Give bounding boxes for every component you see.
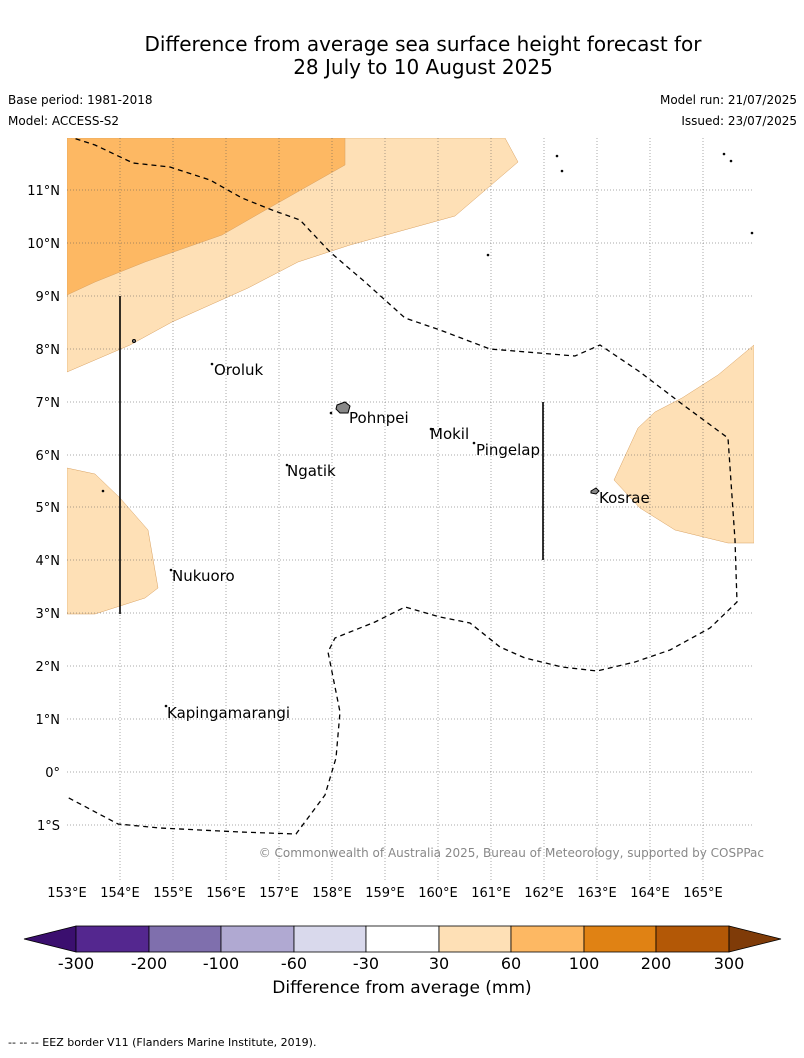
lat-tick: 6°N bbox=[36, 449, 61, 464]
lon-tick: 162°E bbox=[524, 886, 564, 901]
colorbar-segment bbox=[293, 925, 367, 953]
place-label-pohnpei: Pohnpei bbox=[349, 409, 409, 427]
longitude-labels: 153°E 154°E 155°E 156°E 157°E 158°E 159°… bbox=[47, 886, 723, 901]
lon-tick: 156°E bbox=[206, 886, 246, 901]
colorbar-segment bbox=[75, 925, 150, 953]
islet bbox=[210, 362, 214, 366]
lat-tick: 7°N bbox=[36, 396, 61, 411]
place-label-pingelap: Pingelap bbox=[476, 441, 540, 459]
place-label-oroluk: Oroluk bbox=[214, 361, 263, 379]
colorbar-segment bbox=[220, 925, 295, 953]
lon-tick: 154°E bbox=[100, 886, 140, 901]
lon-tick: 160°E bbox=[418, 886, 458, 901]
islet bbox=[486, 253, 490, 257]
lon-tick: 157°E bbox=[259, 886, 299, 901]
lat-tick: 1°N bbox=[36, 713, 61, 728]
model-run: Model run: 21/07/2025 bbox=[659, 93, 797, 107]
title-line-2: 28 July to 10 August 2025 bbox=[293, 55, 553, 79]
latitude-labels: 11°N 10°N 9°N 8°N 7°N 6°N 5°N 4°N 3°N 2°… bbox=[27, 184, 60, 834]
issued-date: Issued: 23/07/2025 bbox=[681, 114, 797, 128]
colorbar-extend-high bbox=[728, 925, 782, 953]
colorbar-tick: -300 bbox=[58, 954, 94, 973]
lon-tick: 165°E bbox=[683, 886, 723, 901]
lat-tick: 5°N bbox=[36, 501, 61, 516]
title-line-1: Difference from average sea surface heig… bbox=[144, 32, 702, 56]
lat-tick: 1°S bbox=[37, 819, 60, 834]
colorbar-tick: 100 bbox=[569, 954, 600, 973]
islet bbox=[722, 152, 726, 156]
lon-tick: 164°E bbox=[630, 886, 670, 901]
lon-tick: 163°E bbox=[577, 886, 617, 901]
kosrae-island bbox=[590, 487, 600, 495]
copyright-notice: © Commonwealth of Australia 2025, Bureau… bbox=[259, 846, 764, 860]
islet bbox=[101, 489, 105, 493]
lat-tick: 4°N bbox=[36, 554, 61, 569]
islet bbox=[729, 159, 733, 163]
colorbar-tick: -200 bbox=[131, 954, 167, 973]
colorbar-tick: -100 bbox=[203, 954, 239, 973]
anomaly-30-60-east bbox=[613, 344, 754, 544]
colorbar-tick: 300 bbox=[714, 954, 745, 973]
lat-tick: 0° bbox=[45, 766, 60, 781]
lon-tick: 159°E bbox=[365, 886, 405, 901]
lat-tick: 9°N bbox=[36, 290, 61, 305]
colorbar-ticks: -300 -200 -100 -60 -30 30 60 100 200 300 bbox=[58, 954, 744, 973]
lat-tick: 8°N bbox=[36, 343, 61, 358]
islet bbox=[329, 411, 333, 415]
place-label-ngatik: Ngatik bbox=[287, 462, 336, 480]
place-label-kapingamarangi: Kapingamarangi bbox=[167, 704, 290, 722]
anomaly-30-60-west bbox=[67, 467, 159, 615]
lat-tick: 10°N bbox=[27, 237, 60, 252]
lon-tick: 153°E bbox=[47, 886, 87, 901]
colorbar-segment bbox=[510, 925, 585, 953]
anomaly-60-100-north bbox=[67, 138, 346, 296]
colorbar-segment bbox=[655, 925, 730, 953]
islet bbox=[472, 441, 476, 445]
lon-tick: 155°E bbox=[153, 886, 193, 901]
colorbar-segment bbox=[148, 925, 222, 953]
colorbar bbox=[23, 925, 782, 953]
place-label-mokil: Mokil bbox=[430, 425, 469, 443]
colorbar-extend-low bbox=[23, 925, 77, 953]
pohnpei-island bbox=[335, 401, 351, 414]
base-period: Base period: 1981-2018 bbox=[8, 93, 153, 107]
place-label-nukuoro: Nukuoro bbox=[172, 567, 235, 585]
colorbar-tick: -60 bbox=[281, 954, 307, 973]
islet bbox=[169, 568, 173, 572]
place-labels: Oroluk Pohnpei Mokil Pingelap Ngatik Kos… bbox=[167, 361, 650, 722]
place-label-kosrae: Kosrae bbox=[599, 489, 650, 507]
lon-tick: 161°E bbox=[471, 886, 511, 901]
lat-tick: 3°N bbox=[36, 607, 61, 622]
colorbar-tick: 200 bbox=[641, 954, 672, 973]
colorbar-title: Difference from average (mm) bbox=[272, 978, 532, 998]
islet bbox=[132, 339, 136, 343]
islet bbox=[555, 154, 559, 158]
islet bbox=[750, 231, 754, 235]
map-title: Difference from average sea surface heig… bbox=[0, 33, 804, 79]
eez-border bbox=[67, 138, 738, 835]
lat-tick: 11°N bbox=[27, 184, 60, 199]
lat-tick: 2°N bbox=[36, 660, 61, 675]
model-name: Model: ACCESS-S2 bbox=[8, 114, 120, 128]
islet bbox=[164, 704, 168, 708]
map-area bbox=[67, 138, 754, 615]
islet bbox=[285, 463, 289, 467]
eez-legend-note: -- -- -- EEZ border V11 (Flanders Marine… bbox=[8, 1036, 317, 1049]
colorbar-segment bbox=[438, 925, 512, 953]
graticule bbox=[67, 138, 754, 880]
lon-tick: 158°E bbox=[312, 886, 352, 901]
islet bbox=[560, 169, 564, 173]
islands bbox=[101, 152, 754, 708]
colorbar-tick: 60 bbox=[501, 954, 521, 973]
colorbar-segment bbox=[583, 925, 657, 953]
colorbar-tick: -30 bbox=[353, 954, 379, 973]
colorbar-tick: 30 bbox=[429, 954, 449, 973]
islet bbox=[429, 427, 433, 431]
colorbar-segment bbox=[365, 925, 440, 953]
